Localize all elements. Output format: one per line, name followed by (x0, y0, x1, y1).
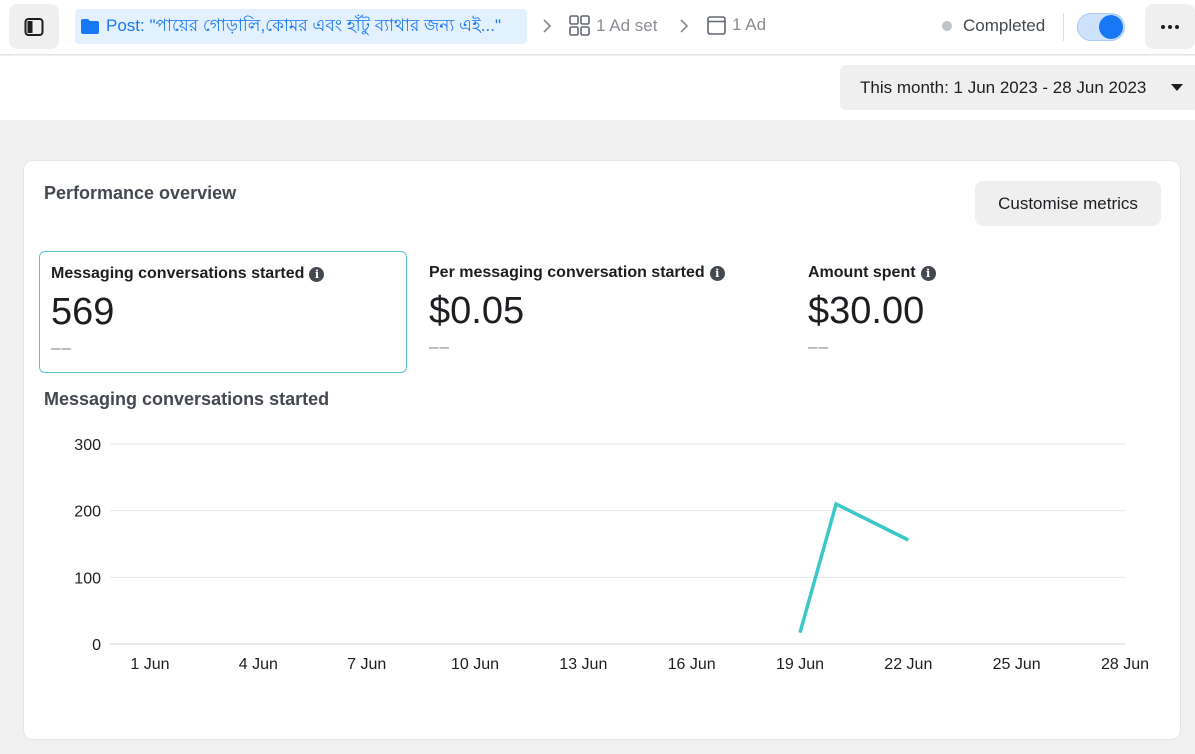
ad-window-icon (707, 15, 726, 35)
metric-value: $30.00 (808, 290, 925, 332)
chart-series (798, 501, 910, 634)
grid-icon (569, 15, 590, 36)
breadcrumb-adset[interactable]: 1 Ad set (569, 15, 657, 36)
customise-metrics-button[interactable]: Customise metrics (975, 181, 1161, 226)
chart-grid (110, 443, 1125, 645)
top-bar: Post: "পায়ের গোড়ালি,কোমর এবং হাঁটু ব্য… (0, 0, 1195, 55)
x-tick-label: 4 Jun (239, 656, 278, 673)
x-axis-ticks: 1 Jun 4 Jun 7 Jun 10 Jun 13 Jun 16 Jun 19 Jun 2… (130, 656, 1149, 673)
date-bar: This month: 1 Jun 2023 - 28 Jun 2023 (0, 56, 1195, 120)
metric-delta: –– (429, 337, 450, 356)
metric-delta: –– (51, 338, 72, 357)
more-options-button[interactable] (1145, 4, 1195, 49)
campaign-toggle[interactable] (1077, 13, 1125, 41)
breadcrumb-post-label: Post: "পায়ের গোড়ালি,কোমর এবং হাঁটু ব্য… (106, 15, 502, 35)
sidebar-panel-icon (24, 17, 44, 36)
series-line[interactable] (798, 501, 910, 634)
metric-label-row: Per messaging conversation started i (429, 264, 775, 282)
chevron-right-icon (680, 19, 689, 33)
ellipsis-icon (1161, 24, 1179, 29)
y-tick-label: 100 (74, 570, 101, 587)
x-tick-label: 28 Jun (1101, 656, 1149, 673)
x-tick-label: 10 Jun (451, 656, 499, 673)
date-range-label: This month: 1 Jun 2023 - 28 Jun 2023 (860, 77, 1147, 97)
folder-icon (81, 19, 99, 34)
metric-label: Per messaging conversation started (429, 264, 705, 281)
metric-value: 569 (51, 291, 115, 333)
chart-title: Messaging conversations started (44, 389, 330, 409)
metric-cost-per-conversation[interactable]: Per messaging conversation started i $0.… (418, 251, 786, 373)
y-axis-ticks: 0 100 200 300 (74, 437, 101, 654)
x-tick-label: 7 Jun (347, 656, 386, 673)
metric-amount-spent[interactable]: Amount spent i $30.00 –– (797, 251, 1165, 373)
x-tick-label: 16 Jun (668, 656, 716, 673)
divider (1063, 13, 1064, 41)
y-tick-label: 300 (74, 437, 101, 454)
x-tick-label: 22 Jun (884, 656, 932, 673)
x-tick-label: 1 Jun (130, 656, 169, 673)
chevron-right-icon (543, 19, 552, 33)
x-tick-label: 25 Jun (993, 656, 1041, 673)
toggle-knob (1099, 15, 1123, 39)
breadcrumb-post[interactable]: Post: "পায়ের গোড়ালি,কোমর এবং হাঁটু ব্য… (75, 9, 527, 44)
performance-overview-card: Performance overview Customise metrics M… (23, 160, 1181, 740)
metric-delta: –– (808, 337, 829, 356)
status-indicator: Completed (942, 16, 1045, 36)
info-icon[interactable]: i (920, 265, 936, 281)
breadcrumb-adset-label: 1 Ad set (596, 15, 658, 35)
info-icon[interactable]: i (309, 266, 325, 282)
breadcrumb-ad[interactable]: 1 Ad (707, 15, 766, 35)
metric-label: Amount spent (808, 264, 916, 281)
breadcrumb-ad-label: 1 Ad (732, 15, 767, 34)
card-title: Performance overview (44, 183, 237, 203)
line-chart: 0 100 200 300 1 Jun 4 Jun 7 Jun 10 Jun 13 Jun 16… (74, 437, 1149, 673)
metric-label-row: Amount spent i (808, 264, 1154, 282)
x-tick-label: 13 Jun (559, 656, 607, 673)
date-range-picker[interactable]: This month: 1 Jun 2023 - 28 Jun 2023 (840, 65, 1195, 110)
metric-value: $0.05 (429, 290, 525, 332)
info-icon[interactable]: i (709, 265, 725, 281)
metric-label: Messaging conversations started (51, 265, 305, 282)
x-tick-label: 19 Jun (776, 656, 824, 673)
status-label: Completed (963, 16, 1046, 35)
metric-label-row: Messaging conversations started i (51, 265, 395, 283)
sidebar-toggle-button[interactable] (9, 4, 59, 49)
y-tick-label: 0 (92, 637, 101, 654)
y-tick-label: 200 (74, 504, 101, 521)
metric-messaging-conversations[interactable]: Messaging conversations started i 569 –– (39, 251, 407, 373)
status-dot (942, 21, 952, 31)
caret-down-icon (1171, 84, 1183, 91)
